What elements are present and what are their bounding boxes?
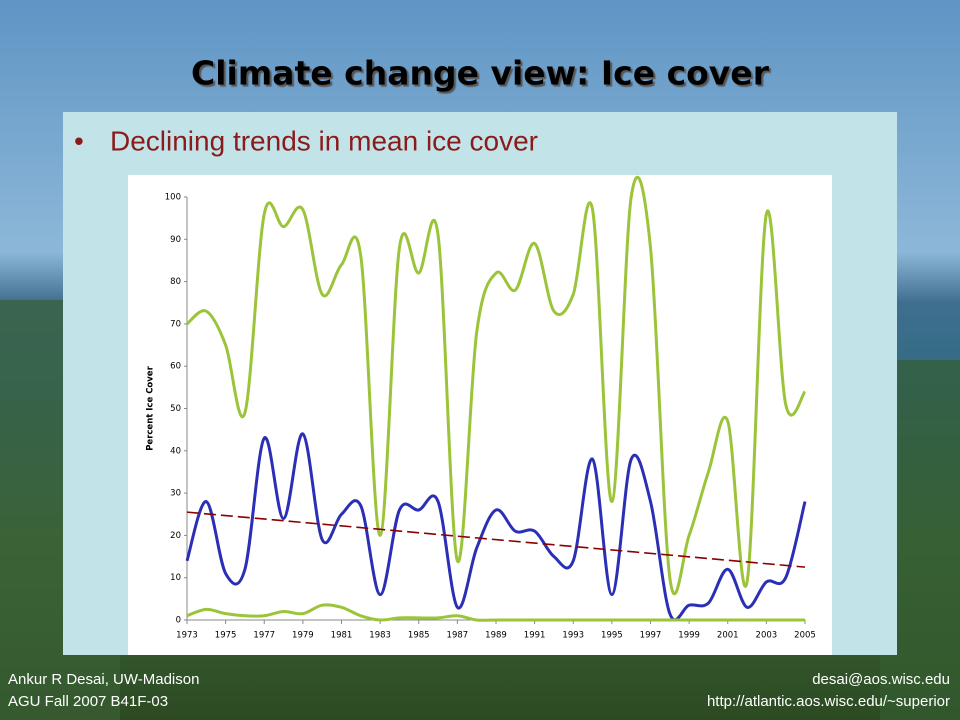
x-tick-label: 1985 [408, 631, 430, 641]
y-tick-label: 70 [170, 319, 181, 329]
y-tick-label: 90 [170, 235, 181, 245]
y-tick-label: 100 [165, 193, 181, 203]
y-tick-label: 80 [170, 277, 181, 287]
x-tick-label: 1981 [331, 631, 353, 641]
slide-title: Climate change view: Ice cover [191, 54, 770, 93]
x-tick-label: 2005 [794, 631, 816, 641]
y-tick-label: 60 [170, 362, 181, 372]
footer-right: desai@aos.wisc.edu [812, 671, 950, 688]
y-tick-label: 50 [170, 404, 181, 414]
x-tick-label: 1991 [524, 631, 546, 641]
series-line [185, 432, 807, 622]
x-tick-label: 1997 [640, 631, 662, 641]
x-tick-label: 1979 [292, 631, 314, 641]
x-tick-label: 1995 [601, 631, 623, 641]
x-tick-label: 1987 [447, 631, 469, 641]
x-tick-label: 1983 [369, 631, 391, 641]
y-axis-label: Percent Ice Cover [146, 365, 156, 450]
x-tick-label: 1999 [678, 631, 700, 641]
bullet-text: Declining trends in mean ice cover [110, 125, 538, 156]
footer-right: http://atlantic.aos.wisc.edu/~superior [707, 693, 950, 710]
series-line [186, 603, 805, 622]
y-tick-label: 10 [170, 573, 181, 583]
x-tick-label: 2003 [756, 631, 778, 641]
x-tick-label: 2001 [717, 631, 739, 641]
y-tick-label: 20 [170, 531, 181, 541]
bullet-dot: • [74, 125, 84, 156]
series-line [186, 175, 807, 596]
x-tick-label: 1977 [253, 631, 275, 641]
footer-left: AGU Fall 2007 B41F-03 [8, 693, 168, 710]
x-tick-label: 1989 [485, 631, 507, 641]
y-tick-label: 40 [170, 446, 181, 456]
footer-left: Ankur R Desai, UW-Madison [8, 671, 199, 688]
y-tick-label: 30 [170, 489, 181, 499]
x-tick-label: 1973 [176, 631, 198, 641]
x-tick-label: 1993 [562, 631, 584, 641]
y-tick-label: 0 [176, 616, 181, 626]
x-tick-label: 1975 [215, 631, 237, 641]
trend-line [186, 511, 806, 568]
